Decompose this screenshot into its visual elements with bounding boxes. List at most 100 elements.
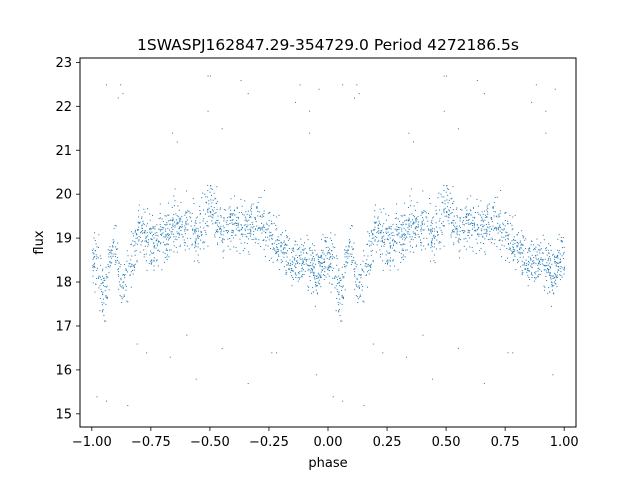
data-point bbox=[461, 209, 463, 211]
data-point bbox=[160, 229, 162, 231]
data-point bbox=[369, 264, 371, 266]
data-point bbox=[531, 273, 533, 275]
data-point bbox=[154, 245, 156, 247]
data-point bbox=[213, 192, 215, 194]
data-point bbox=[431, 217, 433, 219]
data-point bbox=[340, 285, 342, 287]
data-point bbox=[103, 285, 105, 287]
data-point bbox=[118, 268, 120, 270]
data-point bbox=[386, 238, 388, 240]
data-point bbox=[168, 214, 170, 216]
data-point bbox=[556, 276, 558, 278]
data-point bbox=[370, 266, 372, 268]
data-point bbox=[320, 262, 322, 264]
data-point bbox=[300, 251, 302, 253]
data-point bbox=[339, 285, 341, 287]
data-point bbox=[540, 242, 542, 244]
data-point bbox=[200, 239, 202, 241]
data-point bbox=[364, 263, 366, 265]
data-point bbox=[361, 268, 363, 270]
data-point bbox=[433, 228, 435, 230]
data-point bbox=[542, 259, 544, 261]
data-point bbox=[387, 263, 389, 265]
data-point bbox=[317, 258, 319, 260]
data-point bbox=[341, 266, 343, 268]
outlier-point bbox=[358, 93, 360, 95]
data-point bbox=[272, 249, 274, 251]
data-point bbox=[442, 221, 444, 223]
data-point bbox=[557, 269, 559, 271]
data-point bbox=[93, 265, 95, 267]
data-point bbox=[406, 219, 408, 221]
data-point bbox=[98, 287, 100, 289]
y-tick-label: 20 bbox=[55, 188, 72, 203]
data-point bbox=[194, 225, 196, 227]
data-point bbox=[509, 222, 511, 224]
data-point bbox=[513, 239, 515, 241]
data-point bbox=[268, 239, 270, 241]
data-point bbox=[563, 269, 565, 271]
data-point bbox=[354, 288, 356, 290]
data-point bbox=[431, 239, 433, 241]
data-point bbox=[149, 229, 151, 231]
data-point bbox=[415, 246, 417, 248]
data-point bbox=[145, 230, 147, 232]
data-point bbox=[122, 296, 124, 298]
data-point bbox=[545, 249, 547, 251]
data-point bbox=[334, 257, 336, 259]
data-point bbox=[339, 277, 341, 279]
data-point bbox=[248, 232, 250, 234]
data-point bbox=[455, 236, 457, 238]
data-point bbox=[533, 262, 535, 264]
data-point bbox=[381, 245, 382, 247]
data-point bbox=[145, 253, 147, 255]
data-point bbox=[393, 245, 395, 247]
data-point bbox=[312, 268, 314, 270]
data-point bbox=[229, 213, 231, 215]
data-point bbox=[302, 249, 304, 251]
data-point bbox=[105, 286, 107, 288]
data-point bbox=[514, 214, 516, 216]
data-point bbox=[159, 223, 161, 225]
data-point bbox=[132, 265, 134, 267]
data-point bbox=[338, 281, 340, 283]
data-point bbox=[141, 217, 143, 219]
data-point bbox=[232, 237, 234, 239]
data-point bbox=[180, 229, 182, 231]
data-point bbox=[397, 234, 399, 236]
data-point bbox=[147, 208, 149, 210]
data-point bbox=[281, 232, 283, 234]
data-point bbox=[509, 242, 511, 244]
data-point bbox=[368, 269, 370, 271]
data-point bbox=[173, 233, 175, 235]
data-point bbox=[241, 233, 243, 235]
data-point bbox=[349, 228, 351, 230]
data-point bbox=[430, 225, 432, 227]
data-point bbox=[367, 263, 369, 265]
data-point bbox=[392, 243, 394, 245]
data-point bbox=[529, 270, 531, 272]
data-point bbox=[456, 231, 458, 233]
data-point bbox=[284, 243, 286, 245]
data-point bbox=[341, 274, 343, 276]
data-point bbox=[290, 262, 291, 264]
data-point bbox=[549, 255, 551, 257]
data-point bbox=[295, 276, 297, 278]
data-point bbox=[195, 229, 197, 231]
data-point bbox=[195, 250, 197, 252]
data-point bbox=[421, 222, 423, 224]
data-point bbox=[277, 236, 279, 238]
data-point bbox=[144, 231, 146, 233]
data-point bbox=[283, 240, 285, 242]
data-point bbox=[327, 266, 329, 268]
data-point bbox=[458, 251, 460, 253]
data-point bbox=[147, 241, 149, 243]
data-point bbox=[534, 271, 536, 273]
outlier-point bbox=[172, 132, 174, 134]
data-point bbox=[362, 286, 364, 288]
data-point bbox=[397, 233, 399, 235]
data-point bbox=[501, 240, 503, 242]
data-point bbox=[222, 251, 224, 253]
data-point bbox=[535, 257, 537, 259]
